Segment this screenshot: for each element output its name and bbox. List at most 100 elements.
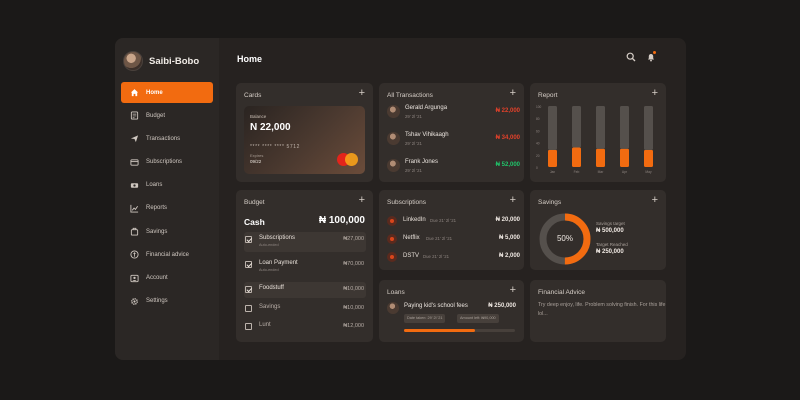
y-tick-label: 0	[536, 166, 538, 170]
budget-item[interactable]: Foodstuff ₦10,000	[244, 282, 366, 298]
sidebar-item-loans[interactable]: Loans	[121, 175, 213, 196]
transaction-name: Tshav Vihikaagh	[405, 132, 449, 138]
report-panel: Report + 100 80 60 40 20 0 Jan Feb Mar Apr May	[530, 83, 666, 182]
subscriptions-panel: Subscriptions + LinkedIn Due 21' 2l '21 …	[379, 190, 524, 270]
cards-panel: Cards + Balance N 22,000 **** **** **** …	[236, 83, 373, 182]
report-bar[interactable]	[620, 148, 629, 167]
page-title: Home	[237, 54, 263, 64]
budget-checkbox[interactable]	[245, 261, 252, 268]
sidebar-item-budget[interactable]: Budget	[121, 105, 213, 126]
x-tick-label: Apr	[622, 170, 628, 174]
notification-bell-icon[interactable]	[645, 51, 656, 62]
add-report-button[interactable]: +	[651, 87, 658, 99]
report-bar[interactable]	[620, 106, 629, 149]
transaction-row[interactable]: Gerald Argunga 29' 2l '21 ₦ 22,000	[387, 103, 520, 123]
report-bar[interactable]	[596, 106, 605, 149]
header-actions	[625, 51, 656, 62]
subscriptions-icon	[130, 158, 139, 167]
transaction-row[interactable]: Tshav Vihikaagh 29' 2l '21 ₦ 34,000	[387, 130, 520, 150]
budget-item[interactable]: Subscriptions Auto-ended ₦27,000	[244, 232, 366, 252]
user-profile[interactable]: Saibi-Bobo	[123, 51, 199, 71]
budget-item-status: Auto-ended	[259, 268, 279, 272]
transaction-date: 29' 2l '21	[405, 141, 422, 146]
sidebar-item-home[interactable]: Home	[121, 82, 213, 103]
sidebar-item-reports[interactable]: Reports	[121, 198, 213, 219]
username: Saibi-Bobo	[149, 55, 200, 67]
budget-item-name: Foodstuff	[259, 285, 284, 291]
sidebar-item-subscriptions[interactable]: Subscriptions	[121, 152, 213, 173]
budget-checkbox[interactable]	[245, 323, 252, 330]
loan-name: Paying kid's school fees	[404, 303, 468, 309]
transactions-panel: All Transactions + Gerald Argunga 29' 2l…	[379, 83, 524, 182]
add-savings-button[interactable]: +	[651, 194, 658, 206]
y-tick-label: 40	[536, 142, 540, 146]
report-bar[interactable]	[548, 149, 557, 167]
financial-advice-text: Try deep enjoy, life. Problem solving fi…	[538, 302, 666, 317]
sidebar-item-financial-advice[interactable]: Financial advice	[121, 244, 213, 265]
target-reached-label: Target Reached	[596, 242, 628, 247]
report-bar[interactable]	[644, 149, 653, 167]
transaction-name: Frank Jones	[405, 159, 439, 165]
balance-label: Balance	[250, 114, 267, 119]
budget-item-amount: ₦10,000	[343, 286, 364, 292]
savings-target-label: Savings target	[596, 221, 625, 226]
budget-panel: Budget + Cash ₦ 100,000 Subscriptions Au…	[236, 190, 373, 342]
budget-checkbox[interactable]	[245, 236, 252, 243]
report-bar[interactable]	[596, 148, 605, 167]
subscription-name: DSTV	[403, 253, 420, 259]
add-transaction-button[interactable]: +	[509, 87, 516, 99]
y-tick-label: 100	[536, 105, 542, 109]
report-bar[interactable]	[572, 106, 581, 148]
home-icon	[130, 88, 139, 97]
search-icon[interactable]	[625, 51, 636, 62]
budget-item[interactable]: Loan Payment Auto-ended ₦70,000	[244, 257, 366, 277]
subscription-due: Due 21' 2l '21	[426, 236, 453, 241]
budget-item-name: Loan Payment	[259, 260, 298, 266]
subscriptions-title: Subscriptions	[387, 199, 427, 206]
cash-total: ₦ 100,000	[318, 215, 365, 226]
budget-item-amount: ₦12,000	[343, 323, 364, 329]
report-bar[interactable]	[572, 147, 581, 167]
app-window: Saibi-Bobo Home Budget Transactions Subs…	[115, 38, 686, 360]
budget-checkbox[interactable]	[245, 286, 252, 293]
subscription-due: Due 21' 2l '21	[430, 218, 457, 223]
budget-item-name: Savings	[259, 304, 281, 310]
report-bar[interactable]	[644, 106, 653, 150]
budget-item-status: Auto-ended	[259, 243, 279, 247]
subscription-row[interactable]: DSTV Due 21' 2l '21 ₦ 2,000	[387, 251, 520, 267]
avatar	[387, 159, 400, 172]
sidebar-item-settings[interactable]: Settings	[121, 291, 213, 312]
budget-checkbox[interactable]	[245, 305, 252, 312]
sidebar-item-label: Loans	[146, 182, 163, 189]
subscription-row[interactable]: Netflix Due 21' 2l '21 ₦ 5,000	[387, 233, 520, 249]
subscription-amount: ₦ 2,000	[498, 253, 520, 259]
account-icon	[130, 274, 139, 283]
add-loan-button[interactable]: +	[509, 284, 516, 296]
subscription-icon	[387, 234, 397, 244]
report-bar[interactable]	[548, 106, 557, 150]
avatar	[387, 132, 400, 145]
report-title: Report	[538, 92, 558, 99]
report-bar-chart: 100 80 60 40 20 0 Jan Feb Mar Apr May	[536, 105, 653, 174]
savings-title: Savings	[538, 199, 562, 206]
sidebar-item-label: Savings	[146, 228, 168, 235]
sidebar-item-account[interactable]: Account	[121, 268, 213, 289]
transaction-date: 29' 2l '21	[405, 114, 422, 119]
budget-item[interactable]: Savings ₦10,000	[244, 301, 366, 317]
settings-icon	[130, 297, 139, 306]
add-budget-button[interactable]: +	[358, 194, 365, 206]
subscription-name: LinkedIn	[403, 217, 426, 223]
transaction-row[interactable]: Frank Jones 29' 2l '21 ₦ 52,000	[387, 157, 520, 177]
savings-progress-ring	[539, 213, 591, 265]
avatar	[387, 105, 400, 118]
budget-item[interactable]: Lunt ₦12,000	[244, 319, 366, 335]
sidebar-item-savings[interactable]: Savings	[121, 221, 213, 242]
sidebar-item-label: Reports	[146, 205, 168, 212]
credit-card[interactable]: Balance N 22,000 **** **** **** 5712 Exp…	[244, 106, 365, 174]
sidebar-item-transactions[interactable]: Transactions	[121, 128, 213, 149]
subscription-row[interactable]: LinkedIn Due 21' 2l '21 ₦ 20,000	[387, 215, 520, 231]
add-subscription-button[interactable]: +	[509, 194, 516, 206]
add-card-button[interactable]: +	[358, 87, 365, 99]
savings-target: ₦ 500,000	[596, 228, 624, 234]
avatar[interactable]	[123, 51, 143, 71]
